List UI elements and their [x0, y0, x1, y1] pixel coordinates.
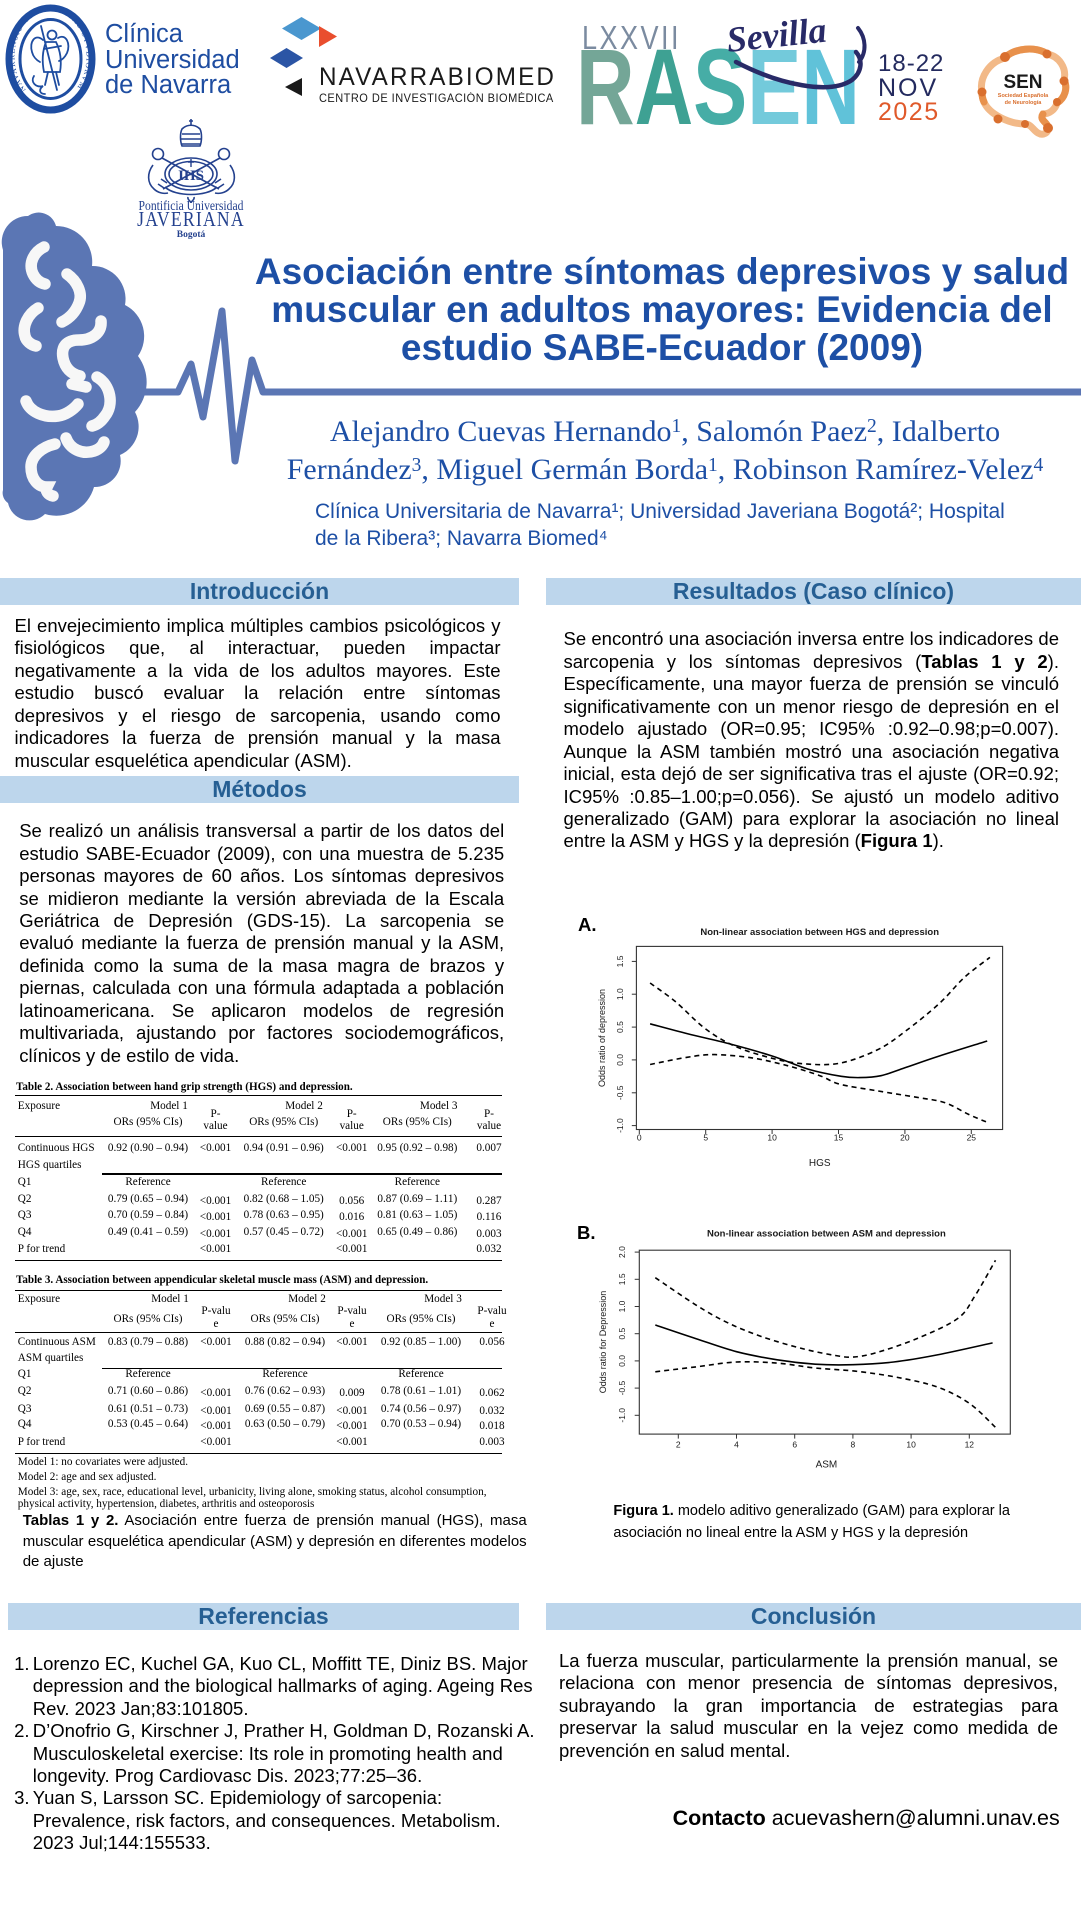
svg-text:-1.0: -1.0	[615, 1118, 625, 1133]
svg-text:5: 5	[703, 1132, 708, 1142]
svg-text:20: 20	[900, 1132, 910, 1142]
svg-text:1.0: 1.0	[615, 988, 625, 1000]
svg-text:Odds ratio for Depression: Odds ratio for Depression	[598, 1291, 608, 1394]
svg-text:0.5: 0.5	[617, 1328, 627, 1340]
svg-text:0: 0	[637, 1132, 642, 1142]
svg-text:Odds ratio of depression: Odds ratio of depression	[597, 989, 607, 1087]
svg-text:10: 10	[767, 1132, 777, 1142]
svg-text:10: 10	[906, 1439, 916, 1449]
svg-text:IHS: IHS	[178, 168, 204, 184]
svg-text:25: 25	[967, 1132, 977, 1142]
svg-text:15: 15	[834, 1132, 844, 1142]
svg-text:12: 12	[965, 1439, 975, 1449]
svg-text:0.0: 0.0	[617, 1355, 627, 1367]
svg-text:8: 8	[851, 1439, 856, 1449]
svg-text:-1.0: -1.0	[617, 1408, 627, 1423]
svg-text:2.0: 2.0	[617, 1246, 627, 1258]
svg-text:-0.5: -0.5	[615, 1085, 625, 1100]
svg-text:1.5: 1.5	[615, 955, 625, 967]
svg-text:-0.5: -0.5	[617, 1381, 627, 1396]
svg-text:0.0: 0.0	[615, 1054, 625, 1066]
svg-text:HGS: HGS	[809, 1158, 831, 1169]
svg-text:SEN: SEN	[1003, 72, 1042, 93]
svg-text:Sevilla: Sevilla	[725, 10, 829, 60]
svg-text:6: 6	[792, 1439, 797, 1449]
svg-text:Sociedad Española: Sociedad Española	[998, 93, 1049, 99]
svg-text:1.5: 1.5	[617, 1273, 627, 1285]
svg-text:ASM: ASM	[816, 1460, 838, 1471]
svg-text:0.5: 0.5	[615, 1021, 625, 1033]
svg-text:4: 4	[734, 1439, 739, 1449]
svg-text:de Neurología: de Neurología	[1005, 100, 1043, 106]
svg-text:2: 2	[676, 1439, 681, 1449]
svg-text:A.: A.	[578, 914, 597, 935]
svg-text:Non-linear association between: Non-linear association between HGS and d…	[700, 927, 939, 938]
svg-text:1.0: 1.0	[617, 1300, 627, 1312]
svg-text:Non-linear association between: Non-linear association between ASM and d…	[707, 1229, 946, 1240]
svg-text:B.: B.	[577, 1222, 596, 1243]
